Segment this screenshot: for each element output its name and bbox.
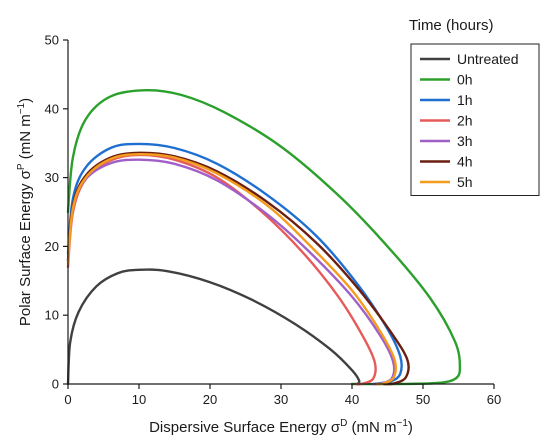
- y-tick-label: 50: [45, 33, 59, 48]
- legend: Untreated 0h 1h 2h 3h 4h 5h: [410, 43, 540, 196]
- y-tick-label: 20: [45, 239, 59, 254]
- y-tick-label: 30: [45, 170, 59, 185]
- y-tick-label: 40: [45, 101, 59, 116]
- series-line-0h: [66, 88, 462, 386]
- series-line-untreated: [66, 268, 361, 386]
- x-tick-label: 10: [132, 392, 146, 407]
- legend-label: 0h: [457, 72, 473, 88]
- series-line-5h: [66, 152, 398, 386]
- x-tick-label: 0: [64, 392, 71, 407]
- y-tick-label: 10: [45, 308, 59, 323]
- legend-label: 4h: [457, 154, 473, 170]
- y-tick-label: 0: [52, 377, 59, 392]
- x-tick-label: 40: [345, 392, 359, 407]
- legend-label: Untreated: [457, 51, 518, 67]
- legend-title: Time (hours): [409, 17, 493, 34]
- series-line-4h: [66, 151, 410, 386]
- x-tick-label: 60: [487, 392, 501, 407]
- legend-label: 3h: [457, 133, 473, 149]
- x-tick-label: 30: [274, 392, 288, 407]
- x-axis-label: Dispersive Surface Energy σD (mN m−1): [149, 418, 413, 436]
- legend-label: 2h: [457, 113, 473, 129]
- y-axis-label: Polar Surface Energy σP (mN m−1): [16, 98, 34, 326]
- legend-label: 5h: [457, 174, 473, 190]
- series-line-1h: [66, 142, 403, 386]
- plot-lines: [66, 88, 462, 386]
- x-tick-label: 20: [203, 392, 217, 407]
- ticks: 0 10 20 30 40 50 60 0 10 20 30 40 50: [45, 33, 502, 408]
- series-line-3h: [66, 158, 396, 386]
- x-tick-label: 50: [416, 392, 430, 407]
- legend-label: 1h: [457, 92, 473, 108]
